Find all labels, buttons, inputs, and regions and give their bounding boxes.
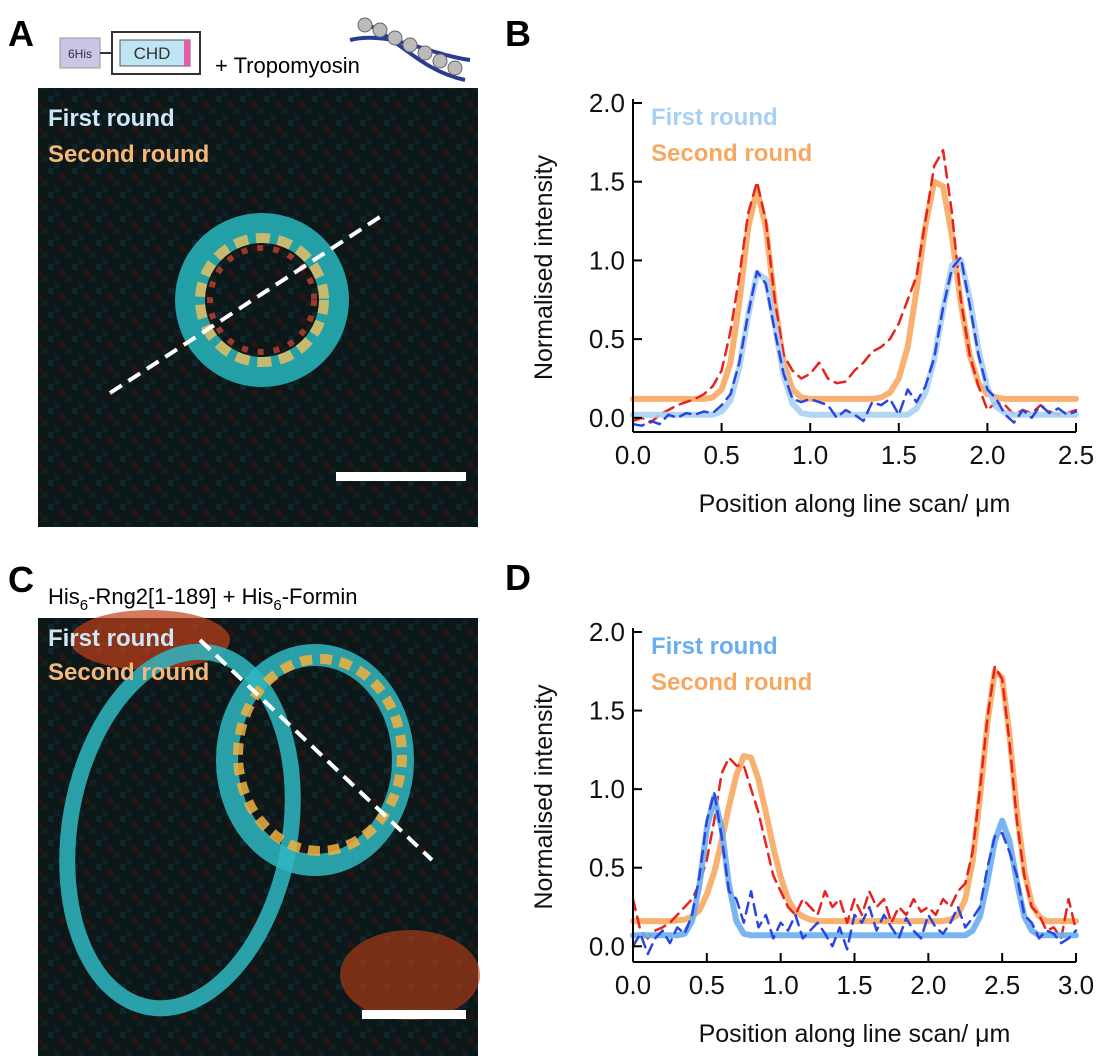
y-axis-title: Normalised intensity xyxy=(530,154,558,380)
x-tick-label: 2.0 xyxy=(910,970,946,1000)
y-tick-label: 0.5 xyxy=(589,853,625,883)
x-tick-label: 2.5 xyxy=(984,970,1020,1000)
x-tick-label: 0.0 xyxy=(615,440,651,470)
blob xyxy=(340,930,480,1020)
scale-bar xyxy=(362,1010,466,1019)
x-tick-label: 0.0 xyxy=(615,970,651,1000)
y-tick-label: 0.5 xyxy=(589,324,625,354)
y-tick-label: 2.0 xyxy=(589,617,625,647)
ring-first xyxy=(175,213,349,387)
legend-label: First round xyxy=(651,104,778,131)
data-line xyxy=(631,791,1078,956)
subscript: 6 xyxy=(273,597,281,614)
x-tick-label: 2.5 xyxy=(1058,440,1094,470)
x-axis-title: Position along line scan/ μm xyxy=(699,1020,1011,1048)
fit-line xyxy=(630,794,1079,939)
x-tick-label: 0.5 xyxy=(689,970,725,1000)
scan-line xyxy=(108,211,388,395)
y-tick-label: 1.0 xyxy=(589,774,625,804)
x-tick-label: 0.5 xyxy=(704,440,740,470)
x-tick-label: 3.0 xyxy=(1058,970,1094,1000)
domain-label: CHD xyxy=(134,44,171,63)
micrograph xyxy=(38,88,478,527)
construct-label: His6-Rng2[1-189] + His6-Formin xyxy=(48,584,358,614)
data-line xyxy=(631,665,1078,940)
legend-label: Second round xyxy=(651,669,812,696)
legend-label: First round xyxy=(651,633,778,660)
panel-letter: D xyxy=(505,557,531,598)
tag-label: 6His xyxy=(68,47,92,61)
y-tick-label: 1.5 xyxy=(589,696,625,726)
domain-tag xyxy=(184,40,190,66)
scan-line xyxy=(198,638,434,862)
x-tick-label: 2.0 xyxy=(969,440,1005,470)
text-part: His xyxy=(48,584,80,609)
fit-line xyxy=(630,178,1079,402)
data-line xyxy=(631,256,1078,427)
fit-line xyxy=(630,257,1079,418)
ring-second xyxy=(233,654,407,856)
data-line xyxy=(631,148,1078,424)
ring-second-inner xyxy=(207,245,317,355)
panel-letter: C xyxy=(8,559,34,600)
y-tick-label: 1.5 xyxy=(589,167,625,197)
tag-box xyxy=(59,37,101,69)
ring-second xyxy=(195,233,329,367)
image-legend: Second round xyxy=(48,141,209,168)
x-axis-title: Position along line scan/ μm xyxy=(699,490,1011,518)
subscript: 6 xyxy=(80,597,88,614)
x-tick-label: 1.5 xyxy=(881,440,917,470)
y-tick-label: 2.0 xyxy=(589,88,625,118)
x-tick-label: 1.0 xyxy=(763,970,799,1000)
x-tick-label: 1.0 xyxy=(792,440,828,470)
panel-letter: B xyxy=(505,13,531,54)
text-part: -Formin xyxy=(282,584,358,609)
y-tick-label: 0.0 xyxy=(589,403,625,433)
x-tick-label: 1.5 xyxy=(836,970,872,1000)
image-legend: First round xyxy=(48,625,175,652)
tropomyosin-icon xyxy=(349,17,471,82)
scale-bar xyxy=(336,472,466,481)
legend-label: Second round xyxy=(651,140,812,167)
y-tick-label: 0.0 xyxy=(589,931,625,961)
partner-label: + Tropomyosin xyxy=(215,53,360,78)
panel-letter: A xyxy=(8,13,34,54)
image-legend: Second round xyxy=(48,659,209,686)
y-axis-title: Normalised intensity xyxy=(530,684,558,910)
domain-box xyxy=(119,39,191,67)
text-part: -Rng2[1-189] + His xyxy=(88,584,273,609)
y-tick-label: 1.0 xyxy=(589,245,625,275)
image-legend: First round xyxy=(48,105,175,132)
